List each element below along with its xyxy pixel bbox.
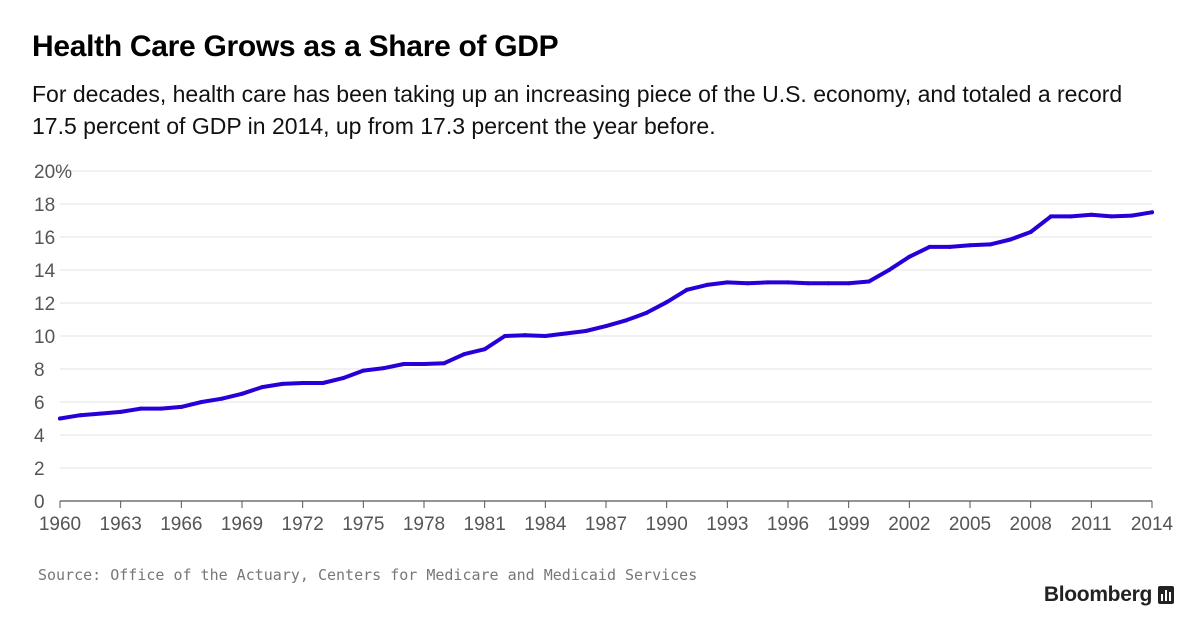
data-point bbox=[583, 329, 588, 334]
data-point bbox=[401, 362, 406, 367]
y-tick-label: 8 bbox=[34, 360, 45, 381]
y-tick-label: 6 bbox=[34, 393, 45, 414]
y-tick-label: 0 bbox=[34, 492, 45, 513]
data-point bbox=[705, 282, 710, 287]
data-point bbox=[1089, 212, 1094, 217]
x-tick-label: 1987 bbox=[585, 514, 627, 535]
data-point bbox=[1109, 214, 1114, 219]
data-point bbox=[806, 281, 811, 286]
data-point bbox=[927, 244, 932, 249]
y-tick-label: 2 bbox=[34, 459, 45, 480]
y-tick-label: 16 bbox=[34, 228, 55, 249]
x-tick-label: 1969 bbox=[221, 514, 263, 535]
data-point bbox=[98, 411, 103, 416]
data-point bbox=[644, 310, 649, 315]
x-tick-label: 1972 bbox=[282, 514, 324, 535]
data-point bbox=[78, 413, 83, 418]
x-tick-label: 1966 bbox=[160, 514, 202, 535]
data-point bbox=[482, 347, 487, 352]
data-point bbox=[745, 281, 750, 286]
data-point bbox=[786, 280, 790, 285]
data-point bbox=[260, 385, 265, 390]
data-point bbox=[765, 280, 770, 285]
data-point bbox=[988, 242, 993, 247]
data-point bbox=[1150, 210, 1154, 215]
data-point bbox=[300, 381, 305, 386]
data-point bbox=[907, 254, 912, 259]
y-tick-label: 14 bbox=[34, 261, 56, 282]
y-axis-ticks: 0 2 4 6 8 10 12 14 16 18 20% bbox=[34, 162, 72, 513]
y-tick-label: 10 bbox=[34, 327, 55, 348]
data-point bbox=[1028, 230, 1033, 235]
data-point bbox=[240, 391, 244, 396]
bloomberg-chart-icon bbox=[1158, 586, 1174, 604]
y-tick-label: 4 bbox=[34, 426, 45, 447]
data-point bbox=[1048, 214, 1053, 219]
data-point bbox=[1069, 214, 1074, 219]
x-tick-label: 1984 bbox=[524, 514, 567, 535]
data-point bbox=[947, 244, 952, 249]
data-point bbox=[866, 279, 871, 284]
x-tick-label: 1981 bbox=[464, 514, 506, 535]
chart-subtitle: For decades, health care has been taking… bbox=[32, 81, 1123, 139]
data-point bbox=[725, 280, 730, 285]
data-point bbox=[846, 281, 851, 286]
data-point bbox=[138, 406, 143, 411]
data-point bbox=[664, 300, 669, 305]
data-point bbox=[826, 281, 831, 286]
data-point bbox=[604, 324, 608, 329]
data-point bbox=[523, 333, 528, 338]
data-point bbox=[1129, 213, 1134, 218]
x-tick-label: 1978 bbox=[403, 514, 445, 535]
data-point bbox=[199, 400, 204, 404]
x-tick-label: 1993 bbox=[706, 514, 748, 535]
gridlines bbox=[60, 170, 1152, 469]
data-point bbox=[422, 362, 426, 367]
x-tick-label: 1960 bbox=[39, 514, 81, 535]
data-point bbox=[361, 368, 366, 373]
x-tick-label: 1996 bbox=[767, 514, 809, 535]
data-point bbox=[563, 331, 568, 336]
x-tick-label: 2011 bbox=[1071, 514, 1112, 535]
x-tick-label: 1975 bbox=[342, 514, 384, 535]
x-tick-label: 1963 bbox=[100, 514, 142, 535]
x-tick-label: 1999 bbox=[828, 514, 870, 535]
x-tick-label: 2008 bbox=[1010, 514, 1052, 535]
y-tick-label: 12 bbox=[34, 294, 55, 315]
x-tick-label: 2014 bbox=[1131, 514, 1174, 535]
y-tick-label: 18 bbox=[34, 195, 55, 216]
chart-title: Health Care Grows as a Share of GDP bbox=[32, 30, 559, 63]
data-point bbox=[502, 334, 507, 338]
data-point bbox=[543, 334, 548, 338]
data-point bbox=[320, 381, 325, 386]
data-point bbox=[219, 396, 224, 401]
data-point bbox=[968, 243, 972, 248]
data-point bbox=[118, 409, 123, 414]
series-group bbox=[58, 210, 1154, 421]
x-tick-label: 2005 bbox=[949, 514, 991, 535]
data-point bbox=[341, 376, 346, 381]
data-point bbox=[381, 366, 386, 371]
series-line bbox=[58, 210, 1154, 421]
data-point bbox=[1008, 237, 1013, 242]
data-point bbox=[280, 381, 285, 386]
data-point bbox=[684, 287, 689, 292]
source-note: Source: Office of the Actuary, Centers f… bbox=[38, 566, 698, 584]
x-tick-label: 1990 bbox=[646, 514, 688, 535]
brand-logo: Bloomberg bbox=[1044, 583, 1174, 607]
data-point bbox=[442, 361, 447, 366]
y-tick-label: 20% bbox=[34, 162, 72, 183]
data-point bbox=[179, 404, 184, 409]
brand-name: Bloomberg bbox=[1043, 583, 1152, 606]
x-tick-label: 2002 bbox=[888, 514, 930, 535]
x-axis: 1960 1963 1966 1969 1972 1975 1978 1981 1984 1987… bbox=[39, 500, 1174, 535]
data-point bbox=[887, 268, 892, 272]
data-point bbox=[462, 352, 467, 357]
data-point bbox=[624, 318, 629, 323]
data-point bbox=[58, 416, 62, 421]
data-point bbox=[159, 406, 164, 411]
